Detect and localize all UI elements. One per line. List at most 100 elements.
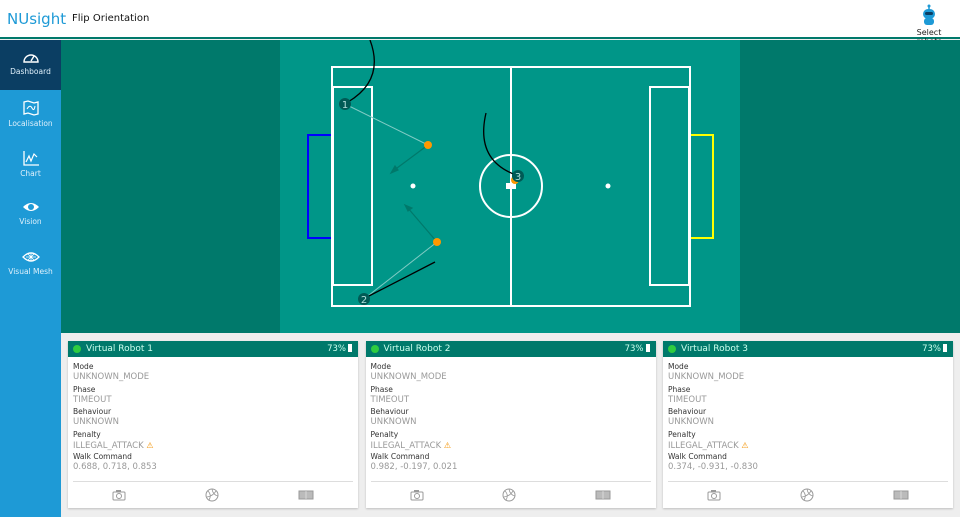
penalty-label: Penalty	[73, 429, 101, 439]
ball-sight-lines	[344, 103, 438, 300]
phase-label: Phase	[73, 384, 96, 394]
walk-command-value: 0.374, -0.931, -0.830	[668, 462, 758, 472]
sidebar-item-localisation[interactable]: Localisation	[0, 90, 61, 140]
ball-icon[interactable]	[800, 488, 814, 502]
sidebar-item-label: Vision	[19, 217, 42, 226]
connection-status-indicator	[370, 345, 379, 353]
sidebar-item-visual-mesh[interactable]: Visual Mesh	[0, 240, 61, 290]
ball-icon[interactable]	[502, 488, 516, 502]
ball-icon[interactable]	[205, 488, 219, 502]
robot-label: 2	[361, 295, 367, 306]
ball	[424, 141, 432, 149]
field-icon[interactable]	[893, 490, 909, 500]
battery-level: 73%	[625, 341, 650, 357]
robot-card-header: Virtual Robot 2 73%	[365, 341, 656, 357]
sidebar-item-label: Localisation	[8, 119, 53, 128]
mode-value: UNKNOWN_MODE	[73, 372, 150, 382]
battery-icon	[645, 344, 650, 352]
robot-marker-3[interactable]: 3	[512, 170, 524, 183]
field-icon[interactable]	[298, 490, 314, 500]
sidebar-item-chart[interactable]: Chart	[0, 140, 61, 190]
sidebar-item-label: Dashboard	[10, 67, 51, 76]
walk-command-label: Walk Command	[370, 452, 430, 461]
mode-label: Mode	[370, 362, 391, 371]
page-title: Flip Orientation	[72, 13, 150, 24]
battery-percent: 73%	[327, 344, 346, 354]
phase-value: TIMEOUT	[370, 394, 410, 405]
walk-command-value: 0.688, 0.718, 0.853	[73, 462, 157, 472]
mesh-icon	[21, 252, 40, 262]
dashboard-icon	[22, 54, 39, 63]
sidebar-item-dashboard[interactable]: Dashboard	[0, 40, 61, 90]
battery-level: 73%	[922, 341, 947, 357]
robot-marker-2[interactable]: 2	[358, 293, 370, 306]
robot-label: 1	[342, 100, 348, 111]
penalty-value: ILLEGAL_ATTACK	[73, 440, 144, 451]
robot-name: Virtual Robot 3	[681, 344, 748, 354]
mode-value: UNKNOWN_MODE	[668, 372, 745, 382]
battery-percent: 73%	[922, 344, 941, 354]
phase-value: TIMEOUT	[668, 394, 707, 405]
robot-card-actions	[370, 481, 651, 508]
connection-status-indicator	[73, 345, 81, 353]
robot-label: 3	[515, 172, 521, 183]
center-mark	[506, 183, 516, 189]
behaviour-label: Behaviour	[73, 407, 112, 416]
walk-command-label: Walk Command	[668, 452, 727, 461]
robot-card: Virtual Robot 3 73% Mode UNKNOWN_MODE Ph…	[663, 341, 953, 508]
camera-icon[interactable]	[707, 489, 721, 501]
robot-card-actions	[73, 481, 353, 508]
camera-icon[interactable]	[410, 489, 424, 501]
robot-name: Virtual Robot 1	[86, 344, 153, 354]
robot-card: Virtual Robot 1 73% Mode UNKNOWN_MODE Ph…	[68, 341, 358, 508]
penalty-label: Penalty	[668, 429, 696, 439]
warning-icon: ⚠	[146, 440, 154, 450]
map-icon	[22, 100, 39, 116]
robot-cards: Virtual Robot 1 73% Mode UNKNOWN_MODE Ph…	[61, 333, 960, 517]
behaviour-label: Behaviour	[370, 407, 409, 416]
warning-icon: ⚠	[443, 440, 452, 450]
behaviour-value: UNKNOWN	[668, 417, 714, 427]
header: NUsight Flip Orientation Select robots	[0, 0, 960, 46]
sidebar: Dashboard Localisation Chart Vision Visu…	[0, 40, 61, 517]
chart-icon	[22, 151, 39, 166]
sidebar-item-label: Chart	[20, 169, 41, 178]
robot-card: Virtual Robot 2 73% Mode UNKNOWN_MODE Ph…	[365, 341, 656, 508]
robot-paths	[347, 39, 517, 298]
sidebar-item-label: Visual Mesh	[8, 267, 53, 276]
ball	[433, 238, 441, 246]
battery-level: 73%	[327, 341, 352, 357]
walk-command-label: Walk Command	[73, 452, 132, 461]
penalty-label: Penalty	[370, 429, 399, 439]
battery-icon	[348, 344, 352, 352]
robot-marker-1[interactable]: 1	[339, 98, 351, 111]
phase-label: Phase	[370, 384, 393, 394]
phase-value: TIMEOUT	[73, 394, 112, 405]
robot-icon	[923, 4, 935, 25]
behaviour-label: Behaviour	[668, 407, 707, 416]
mode-label: Mode	[668, 362, 689, 371]
camera-icon[interactable]	[112, 489, 126, 501]
behaviour-value: UNKNOWN	[370, 417, 417, 427]
yellow-goal	[691, 134, 714, 239]
battery-icon	[943, 344, 947, 352]
ball-velocity-arrows	[389, 144, 438, 243]
robot-card-header: Virtual Robot 3 73%	[663, 341, 953, 357]
mode-value: UNKNOWN_MODE	[370, 372, 447, 382]
penalty-spot	[410, 183, 416, 189]
robot-card-actions	[668, 481, 948, 508]
penalty-value: ILLEGAL_ATTACK	[668, 440, 739, 451]
blue-goal	[307, 134, 331, 239]
robot-name: Virtual Robot 2	[383, 344, 451, 354]
connection-status-indicator	[668, 345, 676, 353]
warning-icon: ⚠	[741, 440, 749, 450]
robot-card-header: Virtual Robot 1 73%	[68, 341, 358, 357]
localisation-field-view[interactable]: 1 2 3	[61, 39, 960, 333]
mode-label: Mode	[73, 362, 94, 371]
app-logo[interactable]: NUsight	[7, 10, 67, 28]
walk-command-value: 0.982, -0.197, 0.021	[370, 462, 458, 472]
penalty-value: ILLEGAL_ATTACK	[370, 440, 442, 451]
sidebar-item-vision[interactable]: Vision	[0, 190, 61, 240]
battery-percent: 73%	[624, 344, 644, 354]
field-icon[interactable]	[595, 490, 611, 500]
